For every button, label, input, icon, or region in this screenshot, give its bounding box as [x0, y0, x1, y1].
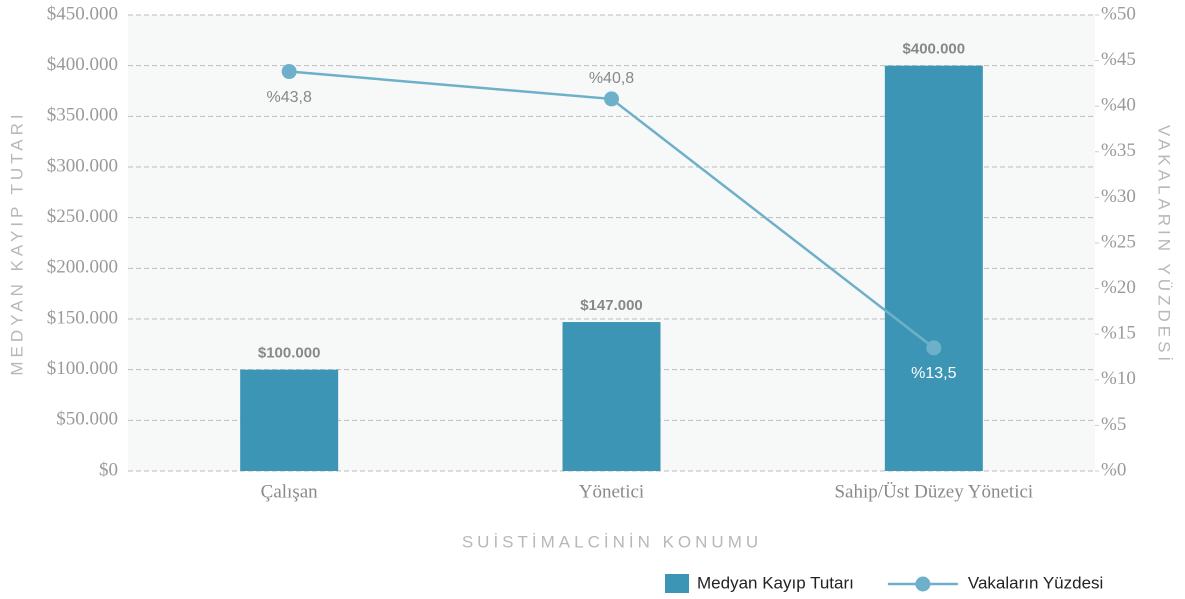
legend-marker — [915, 576, 931, 592]
line-value-label: %43,8 — [266, 89, 311, 106]
y-tick-label: $350.000 — [47, 105, 118, 126]
bar-value-label: $100.000 — [258, 345, 321, 362]
bar-value-label: $147.000 — [580, 297, 643, 314]
x-tick-label: Yönetici — [579, 481, 644, 502]
legend-label: Vakaların Yüzdesi — [968, 573, 1103, 592]
line-marker — [281, 64, 297, 80]
y2-tick-label: %40 — [1101, 95, 1136, 116]
y2-tick-label: %50 — [1101, 3, 1136, 24]
bar — [240, 369, 339, 471]
y-tick-label: $250.000 — [47, 206, 118, 227]
y2-tick-label: %5 — [1101, 414, 1126, 435]
x-tick-label: Sahip/Üst Düzey Yönetici — [834, 481, 1033, 502]
bar-value-label: $400.000 — [903, 41, 966, 58]
y-tick-label: $50.000 — [56, 409, 118, 430]
line-marker — [926, 340, 942, 356]
y2-tick-label: %20 — [1101, 277, 1136, 298]
line-value-label: %13,5 — [911, 365, 956, 382]
x-axis-title: SUİSTİMALCİNİN KONUMU — [462, 532, 762, 551]
legend-label: Medyan Kayıp Tutarı — [697, 573, 854, 592]
y-tick-label: $200.000 — [47, 257, 118, 278]
bar — [562, 322, 661, 471]
bar — [884, 65, 983, 472]
y-tick-label: $100.000 — [47, 358, 118, 379]
y-tick-label: $450.000 — [47, 3, 118, 24]
x-tick-label: Çalışan — [261, 481, 318, 502]
y2-tick-label: %10 — [1101, 368, 1136, 389]
y2-tick-label: %15 — [1101, 323, 1136, 344]
y2-axis-title: VAKALARIN YÜZDESİ — [1155, 125, 1174, 365]
y2-tick-label: %30 — [1101, 186, 1136, 207]
y2-tick-label: %45 — [1101, 49, 1136, 70]
y2-tick-label: %35 — [1101, 140, 1136, 161]
y-tick-label: $400.000 — [47, 54, 118, 75]
y-tick-label: $300.000 — [47, 155, 118, 176]
y2-tick-label: %25 — [1101, 231, 1136, 252]
y2-tick-label: %0 — [1101, 459, 1126, 480]
line-marker — [604, 91, 619, 107]
y-tick-label: $0 — [99, 459, 118, 480]
y-axis-title: MEDYAN KAYIP TUTARI — [7, 110, 26, 375]
legend-swatch — [665, 574, 689, 593]
line-value-label: %40,8 — [589, 70, 634, 87]
y-tick-label: $150.000 — [47, 307, 118, 328]
